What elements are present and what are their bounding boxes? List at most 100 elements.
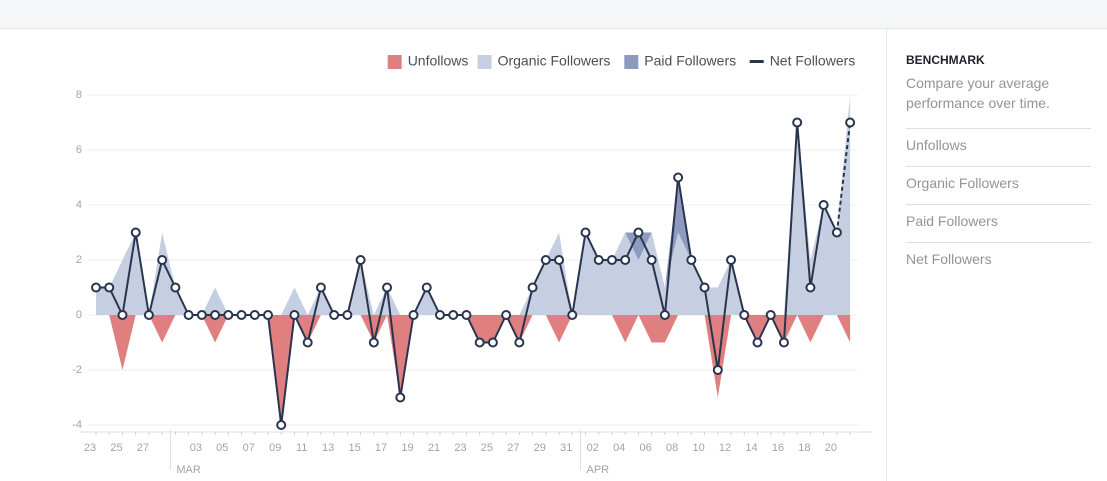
x-tick-label: 12 bbox=[719, 442, 731, 454]
y-tick-label: 4 bbox=[76, 199, 82, 211]
legend-label: Net Followers bbox=[770, 53, 856, 69]
organic-area bbox=[96, 95, 851, 315]
legend-label: Paid Followers bbox=[644, 53, 736, 69]
legend-swatch bbox=[624, 55, 639, 69]
sidebar-item[interactable]: Organic Followers bbox=[906, 166, 1091, 204]
x-tick-label: 08 bbox=[666, 442, 678, 454]
net-point bbox=[765, 310, 776, 320]
net-point bbox=[262, 310, 273, 320]
net-point bbox=[382, 282, 393, 293]
x-tick-label: 13 bbox=[322, 442, 334, 454]
y-tick-label: -2 bbox=[72, 364, 82, 376]
legend-label: Unfollows bbox=[408, 53, 469, 69]
x-tick-label: 09 bbox=[269, 442, 281, 454]
net-point bbox=[712, 365, 723, 375]
net-point bbox=[395, 392, 406, 403]
net-point bbox=[514, 337, 525, 348]
net-point bbox=[554, 255, 565, 265]
y-tick-label: -4 bbox=[72, 419, 82, 431]
net-point bbox=[130, 227, 141, 238]
net-point bbox=[487, 337, 498, 348]
net-point bbox=[501, 310, 512, 320]
x-tick-label: 25 bbox=[110, 442, 122, 454]
net-point bbox=[659, 310, 670, 320]
legend-swatch bbox=[477, 55, 492, 69]
x-tick-label: 29 bbox=[534, 442, 546, 454]
x-tick-label: 19 bbox=[401, 442, 413, 454]
x-tick-label: 25 bbox=[481, 442, 493, 454]
net-point bbox=[699, 282, 710, 293]
net-point bbox=[117, 310, 128, 320]
net-point bbox=[421, 282, 432, 293]
net-point bbox=[276, 420, 287, 430]
net-point bbox=[157, 255, 168, 265]
x-tick-label: 16 bbox=[772, 442, 784, 454]
net-point bbox=[805, 282, 816, 293]
x-tick-label: 14 bbox=[745, 442, 757, 454]
x-tick-label: 04 bbox=[613, 442, 625, 454]
legend: Unfollows Organic Followers Paid Followers… bbox=[387, 53, 856, 69]
net-point bbox=[567, 310, 578, 320]
net-point bbox=[818, 200, 829, 210]
net-point bbox=[606, 255, 617, 265]
net-point bbox=[342, 310, 353, 320]
net-point bbox=[686, 255, 697, 265]
net-point bbox=[845, 117, 856, 128]
net-point bbox=[646, 255, 657, 265]
legend-swatch bbox=[749, 60, 764, 63]
y-tick-label: 8 bbox=[76, 89, 82, 101]
month-label: MAR bbox=[176, 464, 201, 476]
sidebar-description: Compare your average performance over ti… bbox=[906, 75, 1050, 111]
x-tick-label: 17 bbox=[375, 442, 387, 454]
net-point bbox=[210, 310, 221, 320]
net-point bbox=[368, 337, 379, 348]
net-point bbox=[593, 255, 604, 265]
x-tick-label: 21 bbox=[428, 442, 440, 454]
net-point bbox=[448, 310, 459, 320]
x-tick-label: 27 bbox=[507, 442, 519, 454]
net-point bbox=[792, 117, 803, 128]
net-point bbox=[183, 310, 194, 320]
x-tick-label: 10 bbox=[692, 442, 704, 454]
net-point bbox=[329, 310, 340, 320]
x-tick-label: 31 bbox=[560, 442, 572, 454]
x-tick-label: 07 bbox=[243, 442, 255, 454]
x-tick-label: 05 bbox=[216, 442, 228, 454]
x-tick-label: 23 bbox=[454, 442, 466, 454]
top-bar bbox=[0, 0, 1107, 29]
net-line-projection bbox=[835, 122, 852, 233]
net-point bbox=[620, 255, 631, 265]
sidebar-item[interactable]: Unfollows bbox=[906, 128, 1091, 166]
net-point bbox=[673, 172, 684, 183]
x-tick-label: 11 bbox=[296, 442, 307, 454]
net-point bbox=[752, 337, 763, 348]
net-point bbox=[236, 310, 247, 320]
net-point bbox=[196, 310, 207, 320]
net-point bbox=[249, 310, 260, 320]
net-point bbox=[91, 282, 101, 293]
net-point bbox=[170, 282, 181, 293]
x-tick-label: 27 bbox=[137, 442, 149, 454]
x-tick-label: 06 bbox=[640, 442, 652, 454]
sidebar-item[interactable]: Paid Followers bbox=[906, 204, 1091, 242]
sidebar: BENCHMARK Compare your average performan… bbox=[886, 29, 1107, 481]
x-tick-label: 02 bbox=[587, 442, 599, 454]
net-point bbox=[408, 310, 419, 320]
net-point bbox=[289, 310, 300, 320]
x-tick-label: 20 bbox=[825, 442, 837, 454]
net-point bbox=[302, 337, 313, 348]
x-tick-label: 03 bbox=[190, 442, 202, 454]
sidebar-item[interactable]: Net Followers bbox=[906, 242, 1091, 280]
net-point bbox=[434, 310, 445, 320]
net-point bbox=[831, 227, 842, 238]
net-point bbox=[633, 227, 644, 238]
net-point bbox=[739, 310, 750, 320]
x-tick-label: 15 bbox=[348, 442, 360, 454]
net-point bbox=[527, 282, 538, 293]
net-point bbox=[778, 337, 789, 348]
net-point bbox=[355, 255, 366, 265]
x-tick-label: 23 bbox=[84, 442, 96, 454]
net-point bbox=[474, 337, 485, 348]
